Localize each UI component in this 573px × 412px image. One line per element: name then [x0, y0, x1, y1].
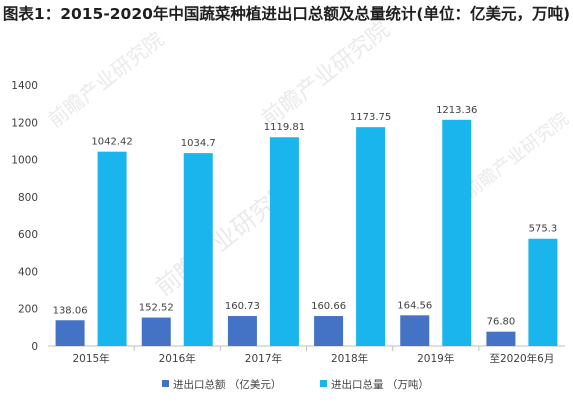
bar-trade-value [55, 320, 85, 346]
bar-trade-value [314, 316, 344, 346]
bar-trade-value [486, 331, 516, 346]
data-label: 1173.75 [350, 112, 391, 123]
data-label: 1034.7 [181, 138, 216, 149]
x-tick-label: 2016年 [159, 352, 196, 365]
data-label: 164.56 [397, 300, 432, 311]
data-label: 1042.42 [91, 137, 132, 148]
y-tick-label: 0 [31, 341, 38, 353]
y-tick-label: 400 [18, 266, 38, 278]
legend-swatch [162, 380, 169, 387]
x-tick-label: 2018年 [331, 352, 368, 365]
x-tick-label: 2015年 [72, 352, 109, 365]
y-tick-label: 1400 [11, 80, 38, 92]
data-label: 160.73 [225, 301, 260, 312]
data-label: 138.06 [53, 305, 88, 316]
legend-swatch [320, 380, 327, 387]
x-tick-label: 2017年 [245, 352, 282, 365]
x-tick-label: 至2020年6月 [489, 352, 554, 365]
bar-trade-volume [356, 127, 386, 346]
bar-trade-value [141, 317, 171, 346]
y-tick-label: 1000 [11, 155, 38, 167]
watermark-text: 前瞻产业研究院 [43, 27, 168, 132]
data-label: 76.80 [487, 317, 516, 328]
bar-trade-volume [269, 137, 299, 346]
data-label: 160.66 [311, 301, 346, 312]
y-tick-label: 1200 [11, 117, 38, 129]
bar-trade-volume [528, 238, 558, 346]
bar-trade-value [227, 316, 257, 346]
data-label: 152.52 [139, 303, 174, 314]
chart-title: 图表1：2015-2020年中国蔬菜种植进出口总额及总量统计(单位：亿美元，万吨… [2, 5, 571, 23]
y-tick-label: 800 [18, 192, 38, 204]
bar-trade-value [400, 315, 430, 346]
data-label: 1119.81 [264, 122, 305, 133]
bar-trade-volume [183, 153, 213, 346]
y-tick-label: 200 [18, 304, 38, 316]
data-label: 1213.36 [436, 105, 477, 116]
y-tick-label: 600 [18, 229, 38, 241]
data-label: 575.3 [529, 224, 558, 235]
legend-label: 进出口总额 （亿美元） [173, 378, 281, 391]
x-tick-label: 2019年 [417, 352, 454, 365]
watermark-text: 前瞻产业研究院 [461, 109, 573, 203]
legend-label: 进出口总量 （万吨） [331, 378, 429, 391]
bar-trade-volume [97, 151, 127, 346]
bar-trade-volume [442, 119, 472, 346]
